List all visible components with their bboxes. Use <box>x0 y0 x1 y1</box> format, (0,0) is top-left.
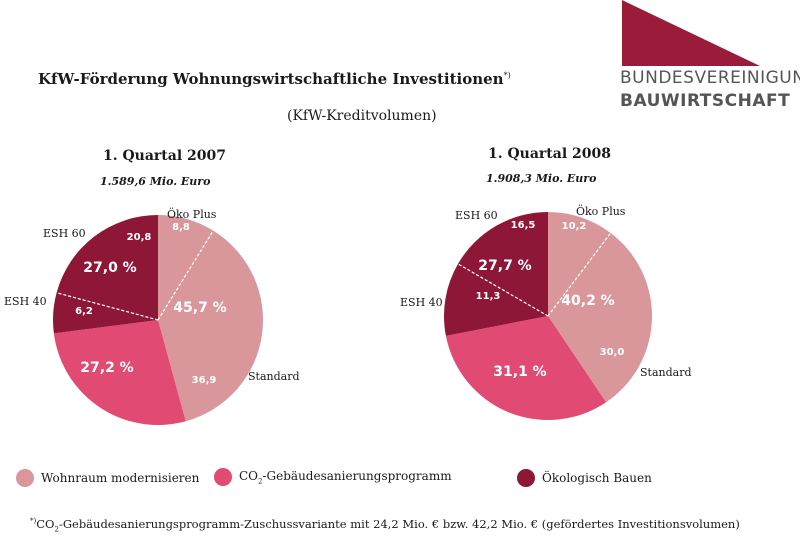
chart1-group-label-oeko: 27,0 % <box>83 260 136 276</box>
page-title: KfW-Förderung Wohnungswirtschaftliche In… <box>38 70 511 88</box>
chart2-slice-label-1: 30,0 <box>600 347 625 358</box>
legend-swatch-co2 <box>214 468 232 486</box>
chart1-outer-label-3: ESH 40 <box>4 295 47 308</box>
chart2-outer-label-1: Standard <box>640 366 692 379</box>
chart1-outer-label-1: Standard <box>248 370 300 383</box>
title-footnote-marker: *) <box>503 71 511 80</box>
legend-swatch-wohnraum <box>16 469 34 487</box>
chart1-slice-label-1: 36,9 <box>192 375 217 386</box>
chart1-sub-divider-3 <box>56 292 159 321</box>
chart2-slice-1 <box>548 233 653 403</box>
chart1-outer-label-0: Öko Plus <box>167 207 217 221</box>
legend-label-co2: CO2-Gebäudesanierungsprogramm <box>239 468 452 486</box>
chart2-sub-divider-0 <box>547 232 612 317</box>
chart1-slice-2 <box>53 320 186 426</box>
chart2-outer-label-4: ESH 60 <box>455 209 498 222</box>
title-text: KfW-Förderung Wohnungswirtschaftliche In… <box>38 70 504 88</box>
pie-charts: 45,7 % 27,2 % 27,0 % 8,8 36,9 6,2 20,8 Öko Plus… <box>4 204 692 426</box>
logo-text-line2: BAUWIRTSCHAFT <box>620 91 791 111</box>
logo-triangle <box>622 0 760 66</box>
chart1-slice-0 <box>158 215 214 320</box>
legend-label-oeko: Ökologisch Bauen <box>542 471 652 485</box>
chart2-slice-label-4: 16,5 <box>511 220 536 231</box>
chart1-outer-label-4: ESH 60 <box>43 227 86 240</box>
chart1-slice-label-3: 6,2 <box>75 306 93 317</box>
chart2-total: 1.908,3 Mio. Euro <box>486 172 597 185</box>
legend-label-wohnraum: Wohnraum modernisieren <box>41 471 200 485</box>
logo-text-line1: BUNDESVEREINIGUNG <box>620 68 800 88</box>
chart2-slice-4 <box>457 212 548 316</box>
chart1-slice-4 <box>56 215 159 320</box>
chart1-sub-divider-0 <box>157 230 214 321</box>
chart2-group-label-oeko: 27,7 % <box>478 258 531 274</box>
chart2-sub-divider-3 <box>457 263 549 317</box>
legend-item-oeko: Ökologisch Bauen <box>517 469 652 487</box>
chart1-slice-1 <box>158 230 263 422</box>
chart2-outer-label-0: Öko Plus <box>576 204 626 218</box>
chart2-slice-0 <box>548 212 611 316</box>
chart2-outer-label-3: ESH 40 <box>400 296 443 309</box>
logo-graphic <box>622 0 760 66</box>
footnote-marker: *) <box>30 517 37 526</box>
legend-swatch-oeko <box>517 469 535 487</box>
chart1-total: 1.589,6 Mio. Euro <box>100 175 211 188</box>
chart2-group-label-co2: 31,1 % <box>493 364 546 380</box>
chart1-group-label-wohnraum: 45,7 % <box>173 300 226 316</box>
chart2-slice-label-3: 11,3 <box>476 291 501 302</box>
chart2-group-label-wohnraum: 40,2 % <box>561 293 614 309</box>
footnote: *)CO2-Gebäudesanierungsprogramm-Zuschuss… <box>30 517 740 534</box>
chart2-slice-label-0: 10,2 <box>562 221 587 232</box>
chart2-title: 1. Quartal 2008 <box>488 146 612 162</box>
chart1-slice-label-4: 20,8 <box>127 232 152 243</box>
chart1-group-label-co2: 27,2 % <box>80 360 133 376</box>
chart1-slice-3 <box>52 292 158 334</box>
page-subtitle: (KfW-Kreditvolumen) <box>287 108 437 124</box>
chart2-slice-2 <box>445 316 607 421</box>
legend-item-co2: CO2-Gebäudesanierungsprogramm <box>214 468 452 486</box>
legend-item-wohnraum: Wohnraum modernisieren <box>16 469 199 487</box>
chart1-slice-label-0: 8,8 <box>172 222 190 233</box>
chart1-title: 1. Quartal 2007 <box>103 148 227 164</box>
chart2-slice-3 <box>443 263 548 336</box>
